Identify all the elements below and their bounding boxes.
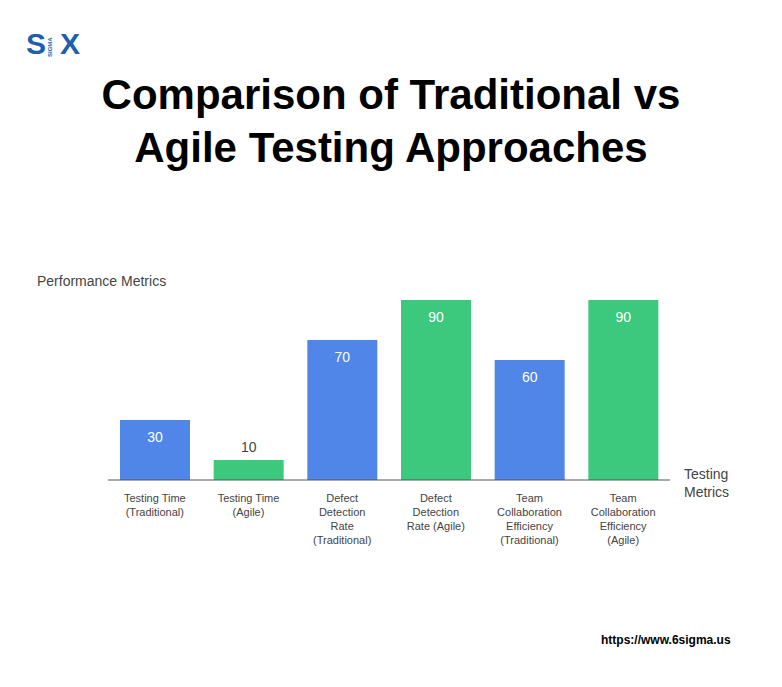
html-text:Performance Metrics: Performance Metrics: [37, 273, 167, 289]
svg-text:S: S: [26, 27, 46, 60]
svg-text:TeamCollaborationEfficiency(Ag: TeamCollaborationEfficiency(Agile): [591, 492, 656, 546]
svg-text:X: X: [60, 27, 80, 60]
html-text:https://www.6sigma.us: https://www.6sigma.us: [601, 633, 731, 647]
svg-text:90: 90: [616, 309, 632, 325]
svg-text:Testing Time(Traditional): Testing Time(Traditional): [124, 492, 186, 518]
svg-text:60: 60: [522, 369, 538, 385]
svg-text:10: 10: [241, 439, 257, 455]
svg-text:SIGMA: SIGMA: [47, 37, 53, 57]
svg-text:90: 90: [428, 309, 444, 325]
svg-text:70: 70: [335, 349, 351, 365]
html-text:Testing Metrics: Testing Metrics: [684, 466, 730, 500]
svg-text:30: 30: [147, 429, 163, 445]
svg-text:TeamCollaborationEfficiency(Tr: TeamCollaborationEfficiency(Traditional): [497, 492, 562, 546]
svg-text:DefectDetectionRate(Traditiona: DefectDetectionRate(Traditional): [313, 492, 371, 546]
svg-text:DefectDetectionRate (Agile): DefectDetectionRate (Agile): [407, 492, 465, 532]
html-text:Comparison of Traditional vs A: Comparison of Traditional vs Agile Testi…: [101, 71, 681, 171]
svg-text:Testing Time(Agile): Testing Time(Agile): [218, 492, 280, 518]
